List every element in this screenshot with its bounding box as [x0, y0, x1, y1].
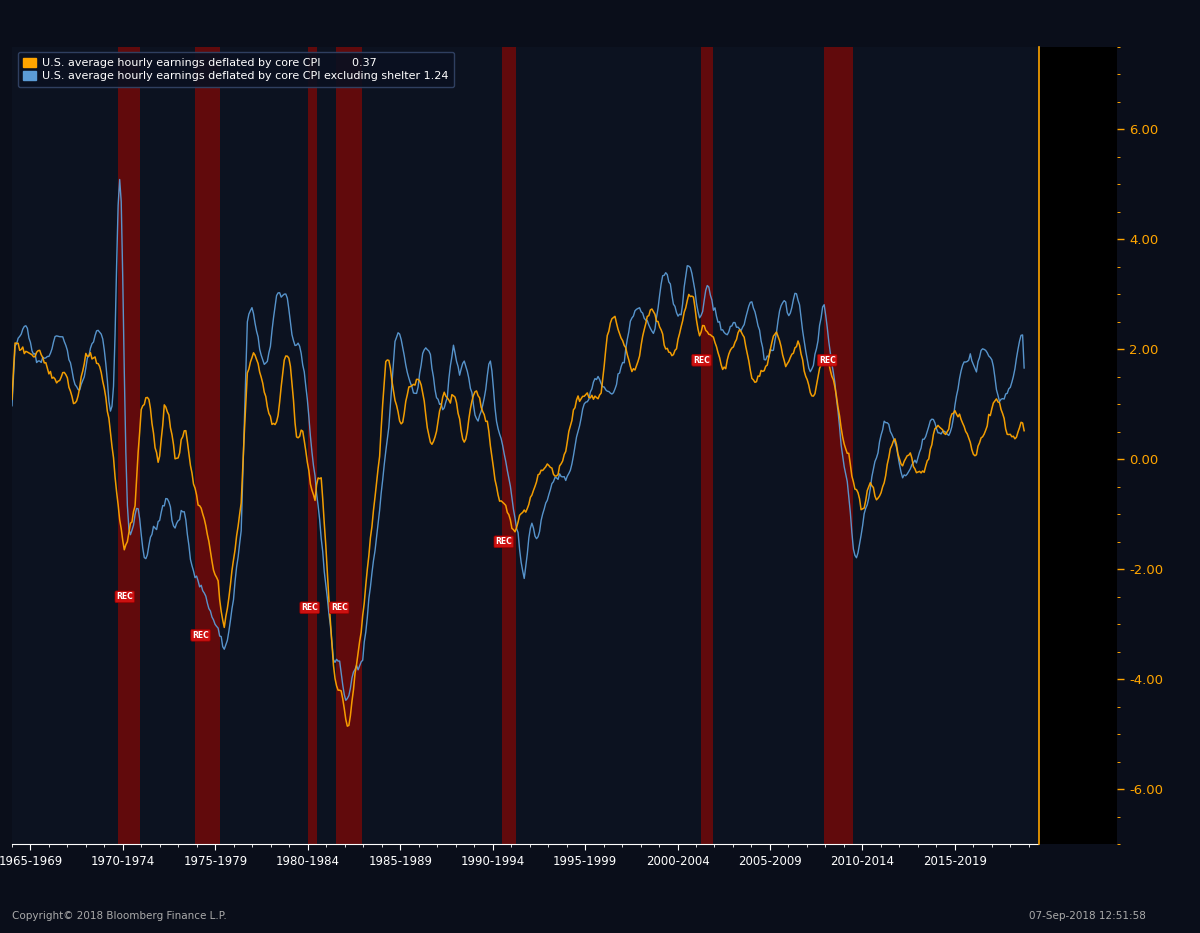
Text: REC: REC	[496, 537, 512, 547]
Bar	[502, 47, 516, 844]
Text: REC: REC	[301, 604, 318, 612]
Text: REC: REC	[116, 592, 133, 601]
Bar	[307, 47, 317, 844]
Text: REC: REC	[192, 631, 209, 640]
Legend: U.S. average hourly earnings deflated by core CPI         0.37, U.S. average hou: U.S. average hourly earnings deflated by…	[18, 52, 454, 87]
Text: 07-Sep-2018 12:51:58: 07-Sep-2018 12:51:58	[1030, 911, 1146, 921]
Bar	[701, 47, 713, 844]
Text: REC: REC	[818, 355, 835, 365]
Text: Copyright© 2018 Bloomberg Finance L.P.: Copyright© 2018 Bloomberg Finance L.P.	[12, 911, 227, 921]
Text: REC: REC	[331, 604, 348, 612]
Text: REC: REC	[694, 355, 710, 365]
Bar	[824, 47, 853, 844]
Bar	[196, 47, 220, 844]
Bar	[336, 47, 361, 844]
Bar	[119, 47, 140, 844]
